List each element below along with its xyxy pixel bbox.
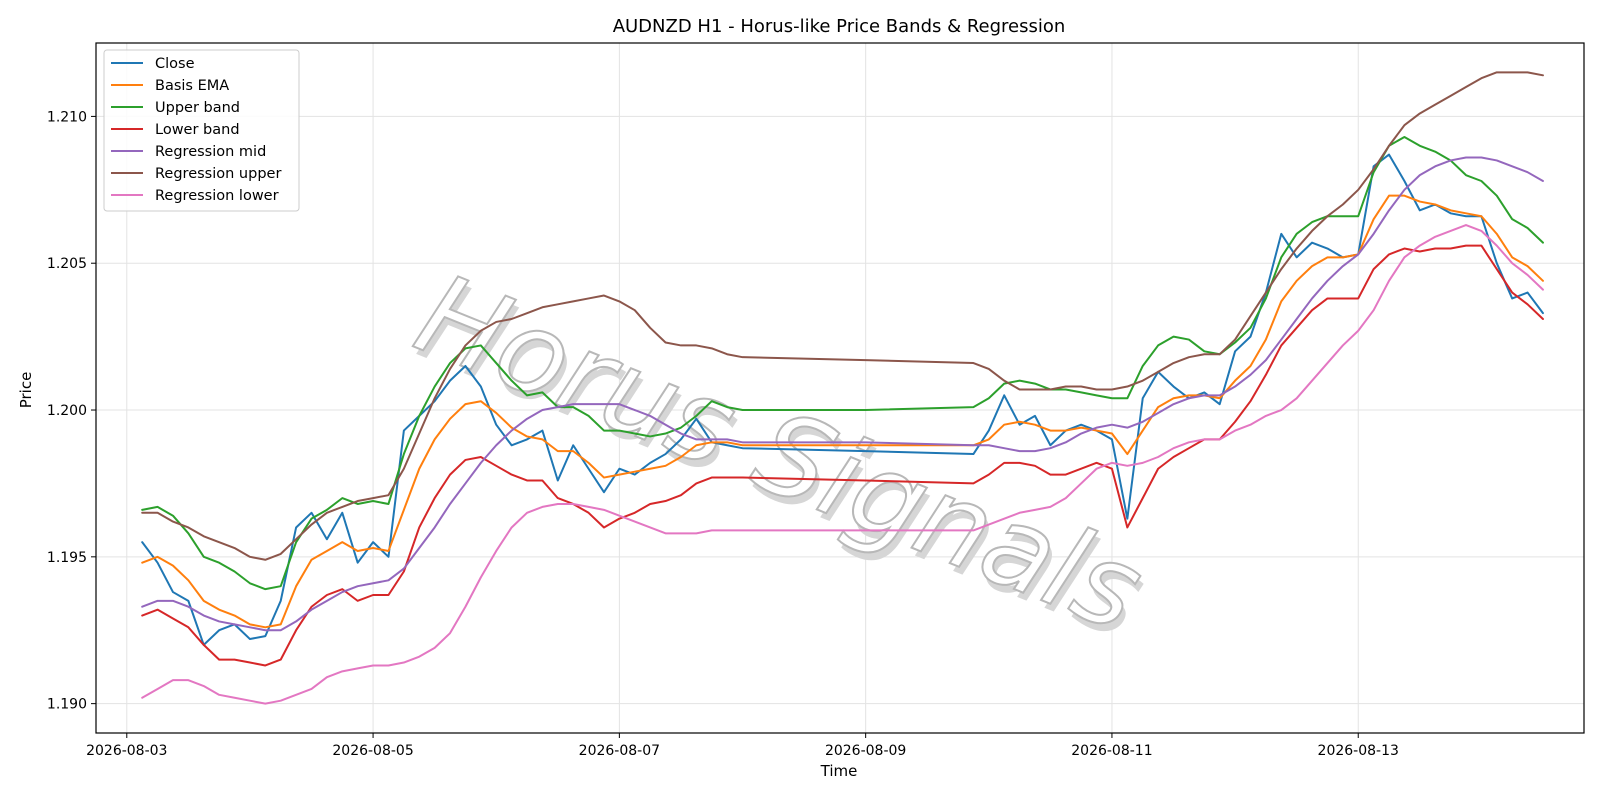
y-axis-ticks: 1.190 1.195 1.200 1.205 1.210 — [47, 109, 96, 713]
y-tick-label: 1.195 — [47, 550, 87, 566]
y-axis-label: Price — [17, 372, 35, 409]
legend-label-upper-band: Upper band — [155, 100, 240, 116]
legend-label-basis-ema: Basis EMA — [155, 78, 229, 94]
plot-frame — [95, 42, 1585, 734]
x-tick-label: 2026-08-03 — [86, 743, 167, 759]
series-line-regression-mid — [141, 156, 1544, 632]
x-tick-label: 2026-08-09 — [825, 743, 906, 759]
legend: Close Basis EMA Upper band Lower band Regres… — [103, 49, 300, 212]
legend-label-close: Close — [155, 56, 195, 72]
legend-label-lower-band: Lower band — [155, 122, 240, 138]
series-lines — [141, 71, 1544, 705]
x-axis-label: Time — [820, 762, 858, 780]
x-tick-label: 2026-08-07 — [579, 743, 660, 759]
legend-label-regression-mid: Regression mid — [155, 144, 266, 160]
x-tick-label: 2026-08-11 — [1071, 743, 1152, 759]
series-line-regression-upper — [141, 71, 1544, 561]
y-tick-label: 1.210 — [47, 109, 87, 125]
x-axis-ticks: 2026-08-03 2026-08-05 2026-08-07 2026-08-09… — [86, 733, 1399, 759]
series-line-regression-lower — [141, 224, 1544, 705]
grid-lines — [96, 43, 1584, 733]
y-tick-label: 1.200 — [47, 403, 87, 419]
legend-label-regression-lower: Regression lower — [155, 188, 279, 204]
y-tick-label: 1.205 — [47, 256, 87, 272]
x-tick-label: 2026-08-13 — [1318, 743, 1399, 759]
series-line-upper-band — [141, 135, 1544, 591]
legend-box — [103, 49, 300, 212]
series-line-lower-band — [141, 244, 1544, 667]
chart-title: AUDNZD H1 - Horus-like Price Bands & Reg… — [613, 16, 1066, 37]
legend-label-regression-upper: Regression upper — [155, 166, 281, 182]
y-tick-label: 1.190 — [47, 697, 87, 713]
series-line-basis-ema — [141, 194, 1544, 629]
x-tick-label: 2026-08-05 — [332, 743, 413, 759]
